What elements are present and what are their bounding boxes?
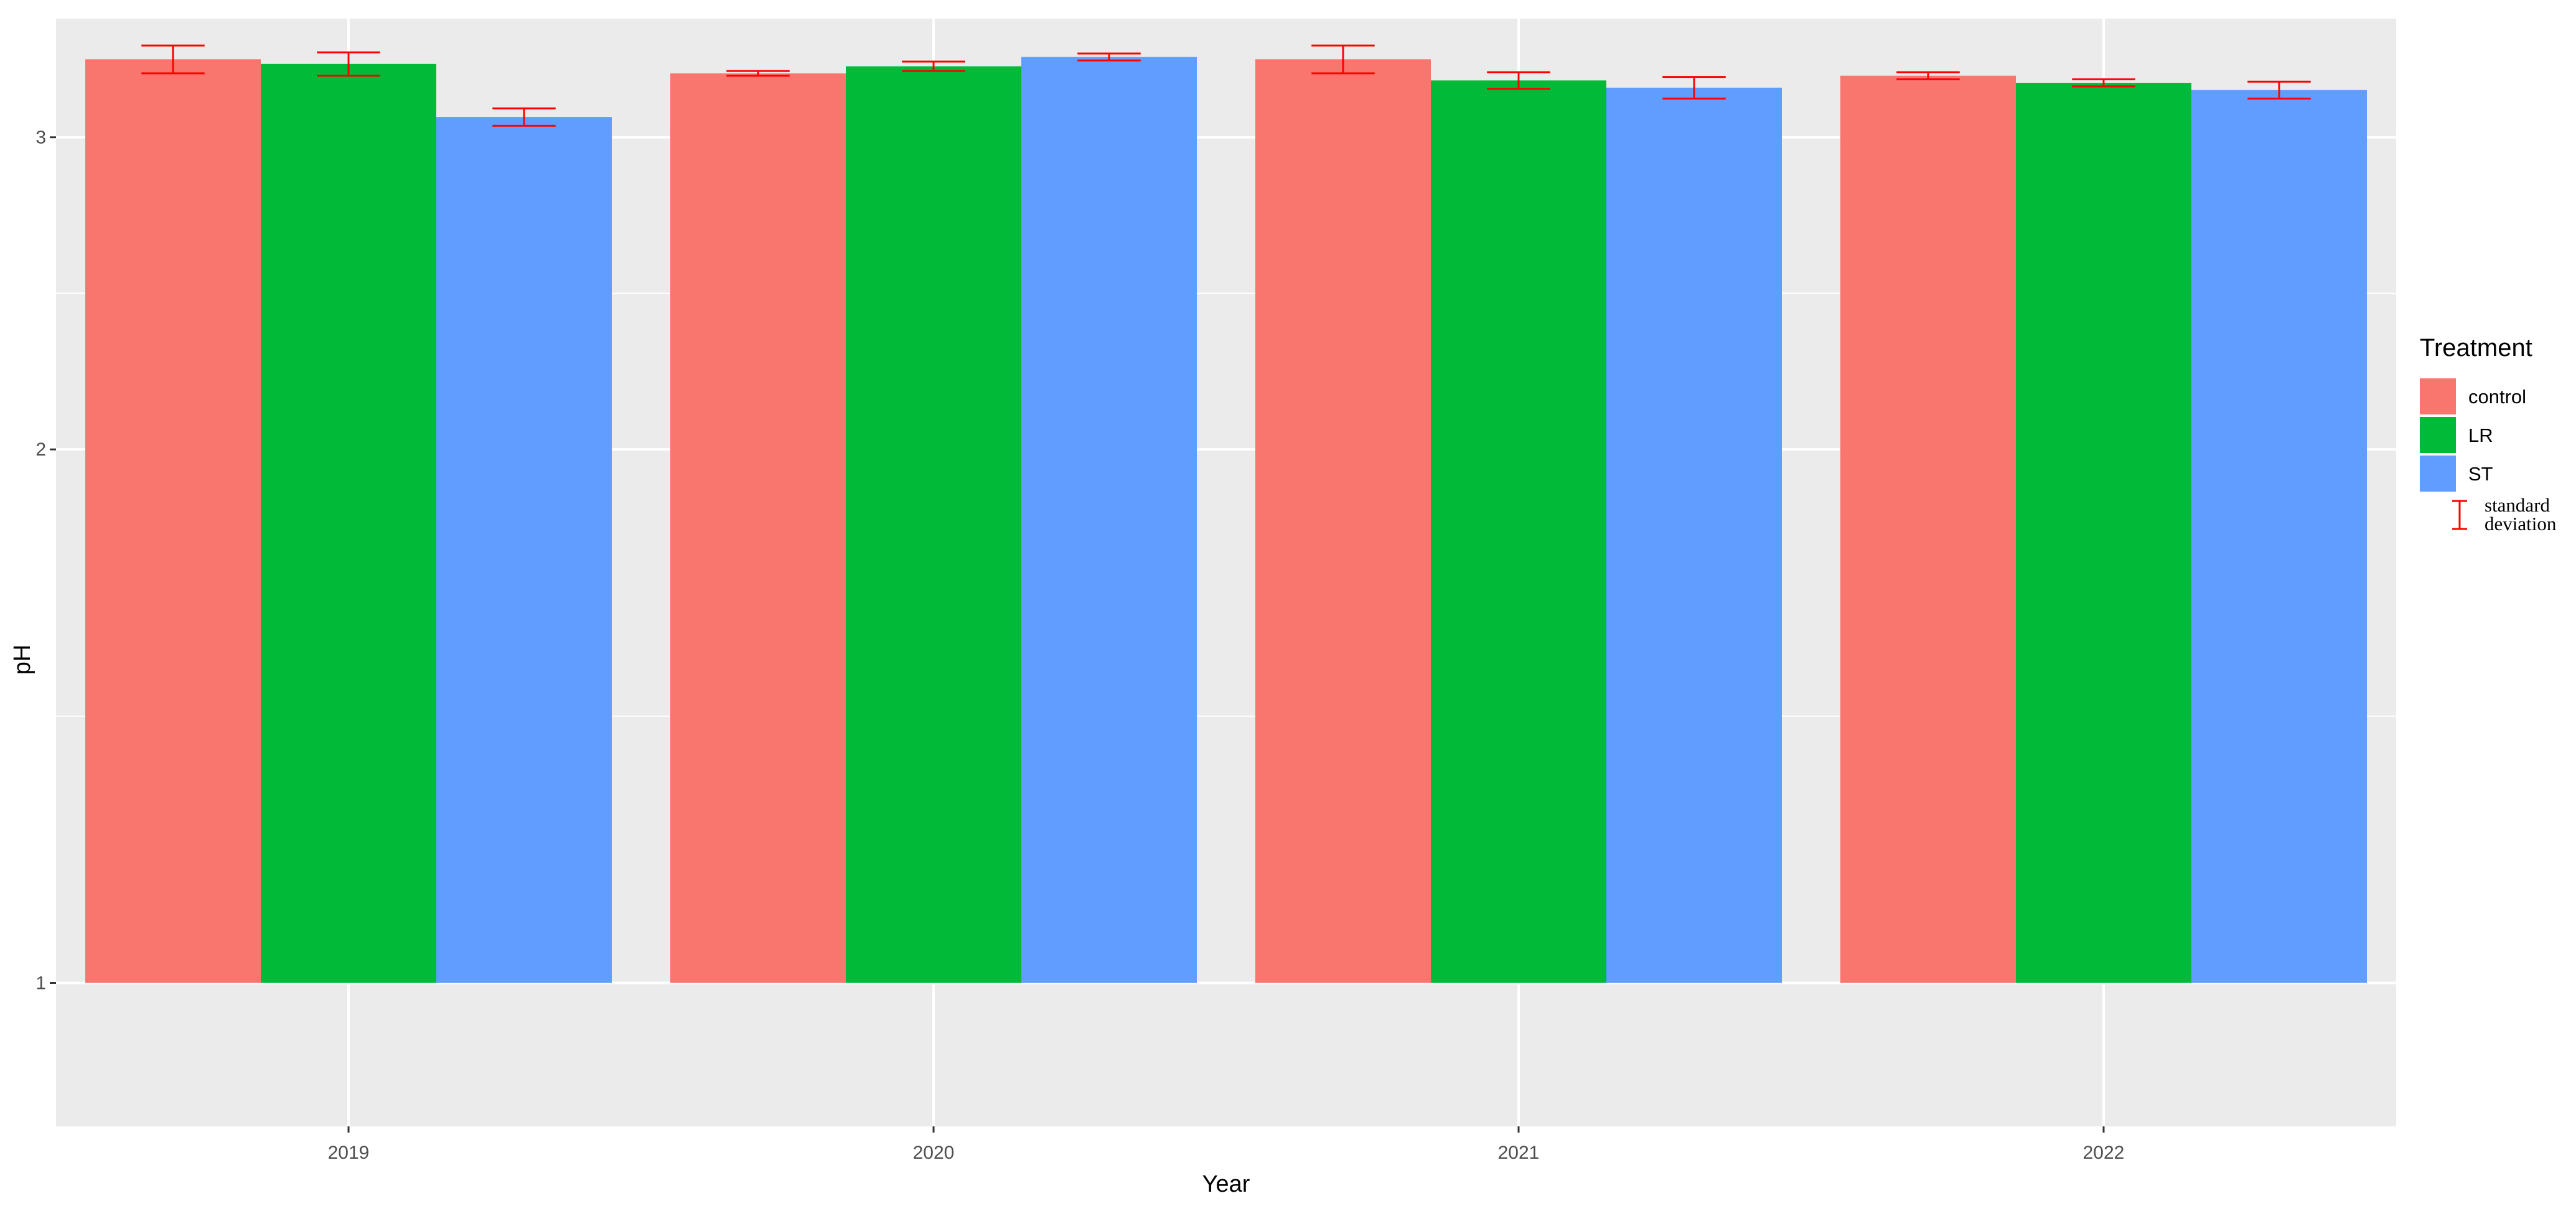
- legend: Treatment control LR ST standard deviation: [2420, 334, 2557, 535]
- legend-key-ST: [2420, 456, 2456, 492]
- legend-keys: control LR ST: [2420, 378, 2526, 492]
- error-bar-control-2019: [141, 44, 205, 75]
- legend-key-control: [2420, 378, 2456, 414]
- x-tick-label: 2022: [2083, 1143, 2125, 1163]
- legend-label-LR: LR: [2468, 424, 2493, 446]
- bar-ST-2019: [436, 117, 612, 983]
- bar-control-2020: [670, 73, 846, 983]
- y-tick-label: 3: [35, 128, 46, 148]
- y-tick-label: 1: [35, 973, 46, 994]
- bar-ST-2022: [2191, 90, 2367, 983]
- legend-title: Treatment: [2420, 334, 2532, 362]
- y-axis-title: pH: [9, 645, 35, 675]
- bar-control-2022: [1840, 75, 2016, 983]
- legend-label-ST: ST: [2468, 463, 2493, 485]
- bar-LR-2021: [1431, 80, 1606, 983]
- bar-control-2019: [85, 59, 261, 983]
- x-axis-title: Year: [1202, 1171, 1250, 1197]
- bar-control-2021: [1255, 59, 1431, 983]
- error-bar-ST-2022: [2247, 80, 2311, 100]
- legend-label-error-line1: standard: [2485, 494, 2550, 516]
- error-bar-control-2020: [726, 70, 790, 77]
- y-axis: 1 2 3: [35, 128, 56, 994]
- error-bar-LR-2020: [902, 60, 965, 72]
- legend-key-error-bar: standard deviation: [2452, 494, 2557, 535]
- error-bar-ST-2021: [1662, 76, 1726, 100]
- legend-key-LR: [2420, 417, 2456, 453]
- error-bar-control-2022: [1896, 71, 1960, 80]
- x-tick-label: 2019: [328, 1143, 370, 1163]
- error-bar-LR-2022: [2072, 78, 2135, 88]
- error-bar-LR-2021: [1487, 71, 1550, 90]
- bar-LR-2020: [846, 66, 1021, 983]
- error-bar-ST-2019: [492, 107, 556, 127]
- bar-ST-2020: [1021, 57, 1197, 983]
- bars: [85, 57, 2367, 983]
- error-bars: [141, 44, 2311, 127]
- error-bar-icon: [2452, 500, 2467, 530]
- x-tick-label: 2021: [1498, 1143, 1540, 1163]
- error-bar-control-2021: [1311, 44, 1375, 75]
- legend-label-error-line2: deviation: [2485, 513, 2557, 535]
- bar-ST-2021: [1606, 87, 1782, 983]
- error-bar-ST-2020: [1077, 52, 1141, 62]
- bar-LR-2022: [2016, 83, 2191, 983]
- y-tick-label: 2: [35, 439, 46, 460]
- error-bar-LR-2019: [317, 51, 380, 77]
- x-tick-label: 2020: [913, 1143, 955, 1163]
- legend-label-control: control: [2468, 386, 2526, 408]
- x-axis: 2019 2020 2021 2022: [328, 1126, 2125, 1163]
- bar-LR-2019: [261, 63, 436, 983]
